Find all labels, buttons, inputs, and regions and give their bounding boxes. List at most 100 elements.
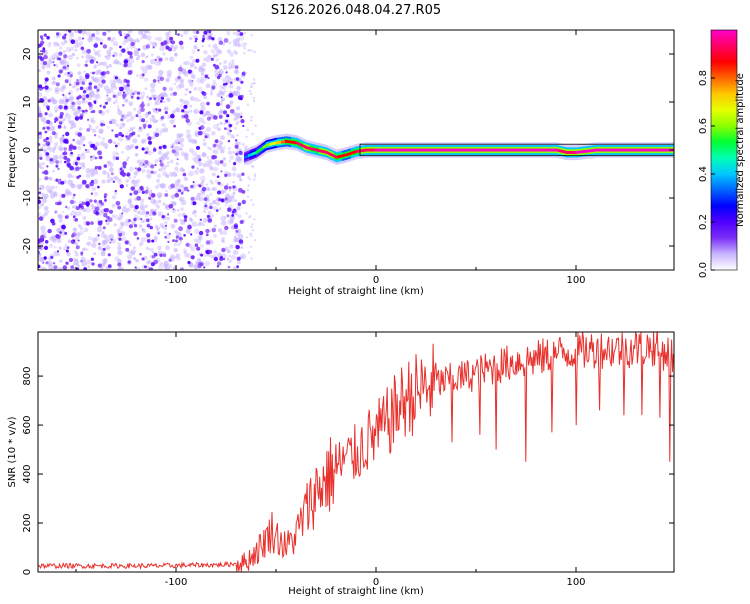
spectrogram-ridge-core bbox=[305, 145, 307, 149]
spectrogram-noise-speck bbox=[169, 56, 175, 62]
spectrogram-ridge-core bbox=[346, 153, 348, 157]
spectrogram-noise-speck bbox=[143, 210, 147, 214]
spectrogram-noise-blob bbox=[204, 74, 208, 79]
spectrogram-noise-blob bbox=[43, 54, 48, 60]
spectrogram-noise-blob bbox=[233, 223, 238, 228]
spectrogram-noise-blob bbox=[121, 172, 126, 177]
spectrogram-noise-blob bbox=[157, 232, 160, 235]
spectrogram-noise-speck bbox=[59, 160, 63, 164]
spectrogram-ridge-core bbox=[653, 148, 655, 152]
spectrogram-noise-speck bbox=[250, 198, 253, 202]
spectrogram-noise-speck bbox=[154, 102, 158, 105]
spectrogram-noise-speck bbox=[53, 80, 57, 85]
spectrogram-noise-speck bbox=[54, 51, 60, 58]
spectrogram-noise-speck bbox=[48, 243, 54, 249]
spectrogram-noise-blob bbox=[64, 79, 69, 84]
spectrogram-ridge-core bbox=[322, 150, 324, 153]
spectrogram-noise-speck bbox=[53, 154, 59, 161]
spectrogram-noise-speck bbox=[244, 72, 247, 75]
spectrogram-noise-blob bbox=[203, 197, 208, 202]
spectrogram-noise-blob bbox=[77, 106, 81, 110]
spectrogram-noise-speck bbox=[62, 117, 66, 121]
spectrogram-noise-blob bbox=[211, 227, 217, 233]
spectrogram-noise-speck bbox=[183, 30, 189, 35]
spectrogram-ridge-core bbox=[453, 148, 455, 152]
spectrogram-noise-blob bbox=[78, 203, 83, 208]
spectrogram-noise-speck bbox=[205, 160, 210, 165]
spectrogram-noise-speck bbox=[133, 179, 138, 185]
spectrogram-noise-speck bbox=[123, 32, 127, 36]
spectrogram-noise-speck bbox=[38, 91, 43, 97]
spectrogram-noise-blob bbox=[150, 193, 156, 198]
spectrogram-noise-blob bbox=[239, 32, 244, 36]
spectrogram-noise-speck bbox=[91, 242, 97, 248]
spectrogram-noise-speck bbox=[248, 178, 252, 181]
spectrogram-noise-speck bbox=[218, 140, 223, 144]
spectrogram-noise-speck bbox=[44, 235, 47, 239]
spectrogram-noise-speck bbox=[239, 178, 243, 182]
spectrogram-noise-blob bbox=[141, 257, 145, 261]
spectrogram-noise-speck bbox=[237, 157, 243, 164]
spectrogram-noise-speck bbox=[157, 211, 163, 217]
spectrogram-noise-blob bbox=[80, 259, 83, 263]
spectrogram-noise-speck bbox=[58, 267, 62, 270]
colorbar-tick-label: 0.0 bbox=[698, 262, 709, 278]
spectrogram-noise-blob bbox=[114, 189, 118, 193]
spectrogram-noise-speck bbox=[145, 120, 148, 124]
spectrogram-noise-blob bbox=[206, 116, 212, 121]
spectrogram-ridge-core bbox=[487, 148, 489, 152]
spectrogram-ridge-core bbox=[299, 142, 301, 146]
spectrogram-noise-blob bbox=[134, 266, 137, 269]
spectrogram-noise-blob bbox=[235, 139, 238, 142]
spectrogram-noise-speck bbox=[69, 212, 73, 216]
spectrogram-noise-speck bbox=[97, 69, 102, 74]
spectrogram-ridge-core bbox=[421, 148, 423, 152]
spectrogram-noise-speck bbox=[163, 226, 168, 231]
spectrogram-ridge-core bbox=[520, 148, 522, 152]
spectrogram-ridge-core bbox=[579, 150, 581, 154]
spectrogram-ridge-core bbox=[279, 140, 281, 144]
spectrogram-noise-blob bbox=[65, 131, 70, 137]
spectrogram-noise-speck bbox=[178, 82, 185, 89]
spectrogram-noise-speck bbox=[68, 32, 74, 39]
spectrogram-ridge-core bbox=[524, 148, 526, 152]
spectrogram-ridge-core bbox=[595, 148, 597, 152]
spectrogram-noise-speck bbox=[204, 202, 208, 206]
spectrogram-noise-blob bbox=[103, 123, 106, 126]
spectrogram-noise-blob bbox=[85, 109, 88, 112]
spectrogram-noise-blob bbox=[69, 199, 75, 205]
spectrogram-noise-speck bbox=[224, 90, 227, 93]
spectrogram-noise-speck bbox=[219, 62, 222, 65]
spectrogram-noise-blob bbox=[179, 236, 183, 241]
spectrogram-noise-speck bbox=[166, 151, 170, 155]
spectrogram-noise-speck bbox=[187, 79, 192, 83]
spectrogram-noise-blob bbox=[140, 217, 143, 221]
spectrogram-noise-speck bbox=[126, 111, 133, 117]
spectrogram-noise-blob bbox=[58, 105, 63, 110]
spectrogram-noise-blob bbox=[139, 253, 142, 256]
spectrogram-noise-speck bbox=[232, 266, 237, 270]
spectrogram-ridge-core bbox=[425, 148, 427, 152]
spectrogram-noise-speck bbox=[46, 145, 51, 150]
spectrogram-noise-blob bbox=[83, 267, 87, 270]
spectrogram-noise-speck bbox=[40, 266, 46, 270]
spectrogram-noise-speck bbox=[49, 87, 52, 91]
spectrogram-noise-speck bbox=[188, 148, 194, 153]
spectrogram-ridge-core bbox=[275, 141, 277, 145]
spectrogram-noise-speck bbox=[54, 110, 58, 113]
spectrogram-ridge-core bbox=[613, 148, 615, 152]
spectrogram-ridge-core bbox=[497, 148, 499, 152]
spectrogram-ridge-core bbox=[427, 148, 429, 152]
spectrogram-noise-blob bbox=[141, 60, 145, 64]
spectrogram-noise-speck bbox=[219, 85, 223, 89]
spectrogram-ridge-core bbox=[351, 151, 353, 155]
spectrogram-noise-speck bbox=[200, 76, 204, 80]
spectrogram-noise-speck bbox=[50, 54, 57, 60]
spectrogram-ridge-core bbox=[651, 148, 653, 152]
spectrogram-ridge-core bbox=[269, 143, 271, 146]
spectrogram-noise-blob bbox=[124, 240, 129, 245]
spectrogram-ridge-core bbox=[627, 148, 629, 152]
spectrogram-noise-speck bbox=[128, 243, 132, 247]
spectrogram-noise-blob bbox=[203, 266, 206, 269]
